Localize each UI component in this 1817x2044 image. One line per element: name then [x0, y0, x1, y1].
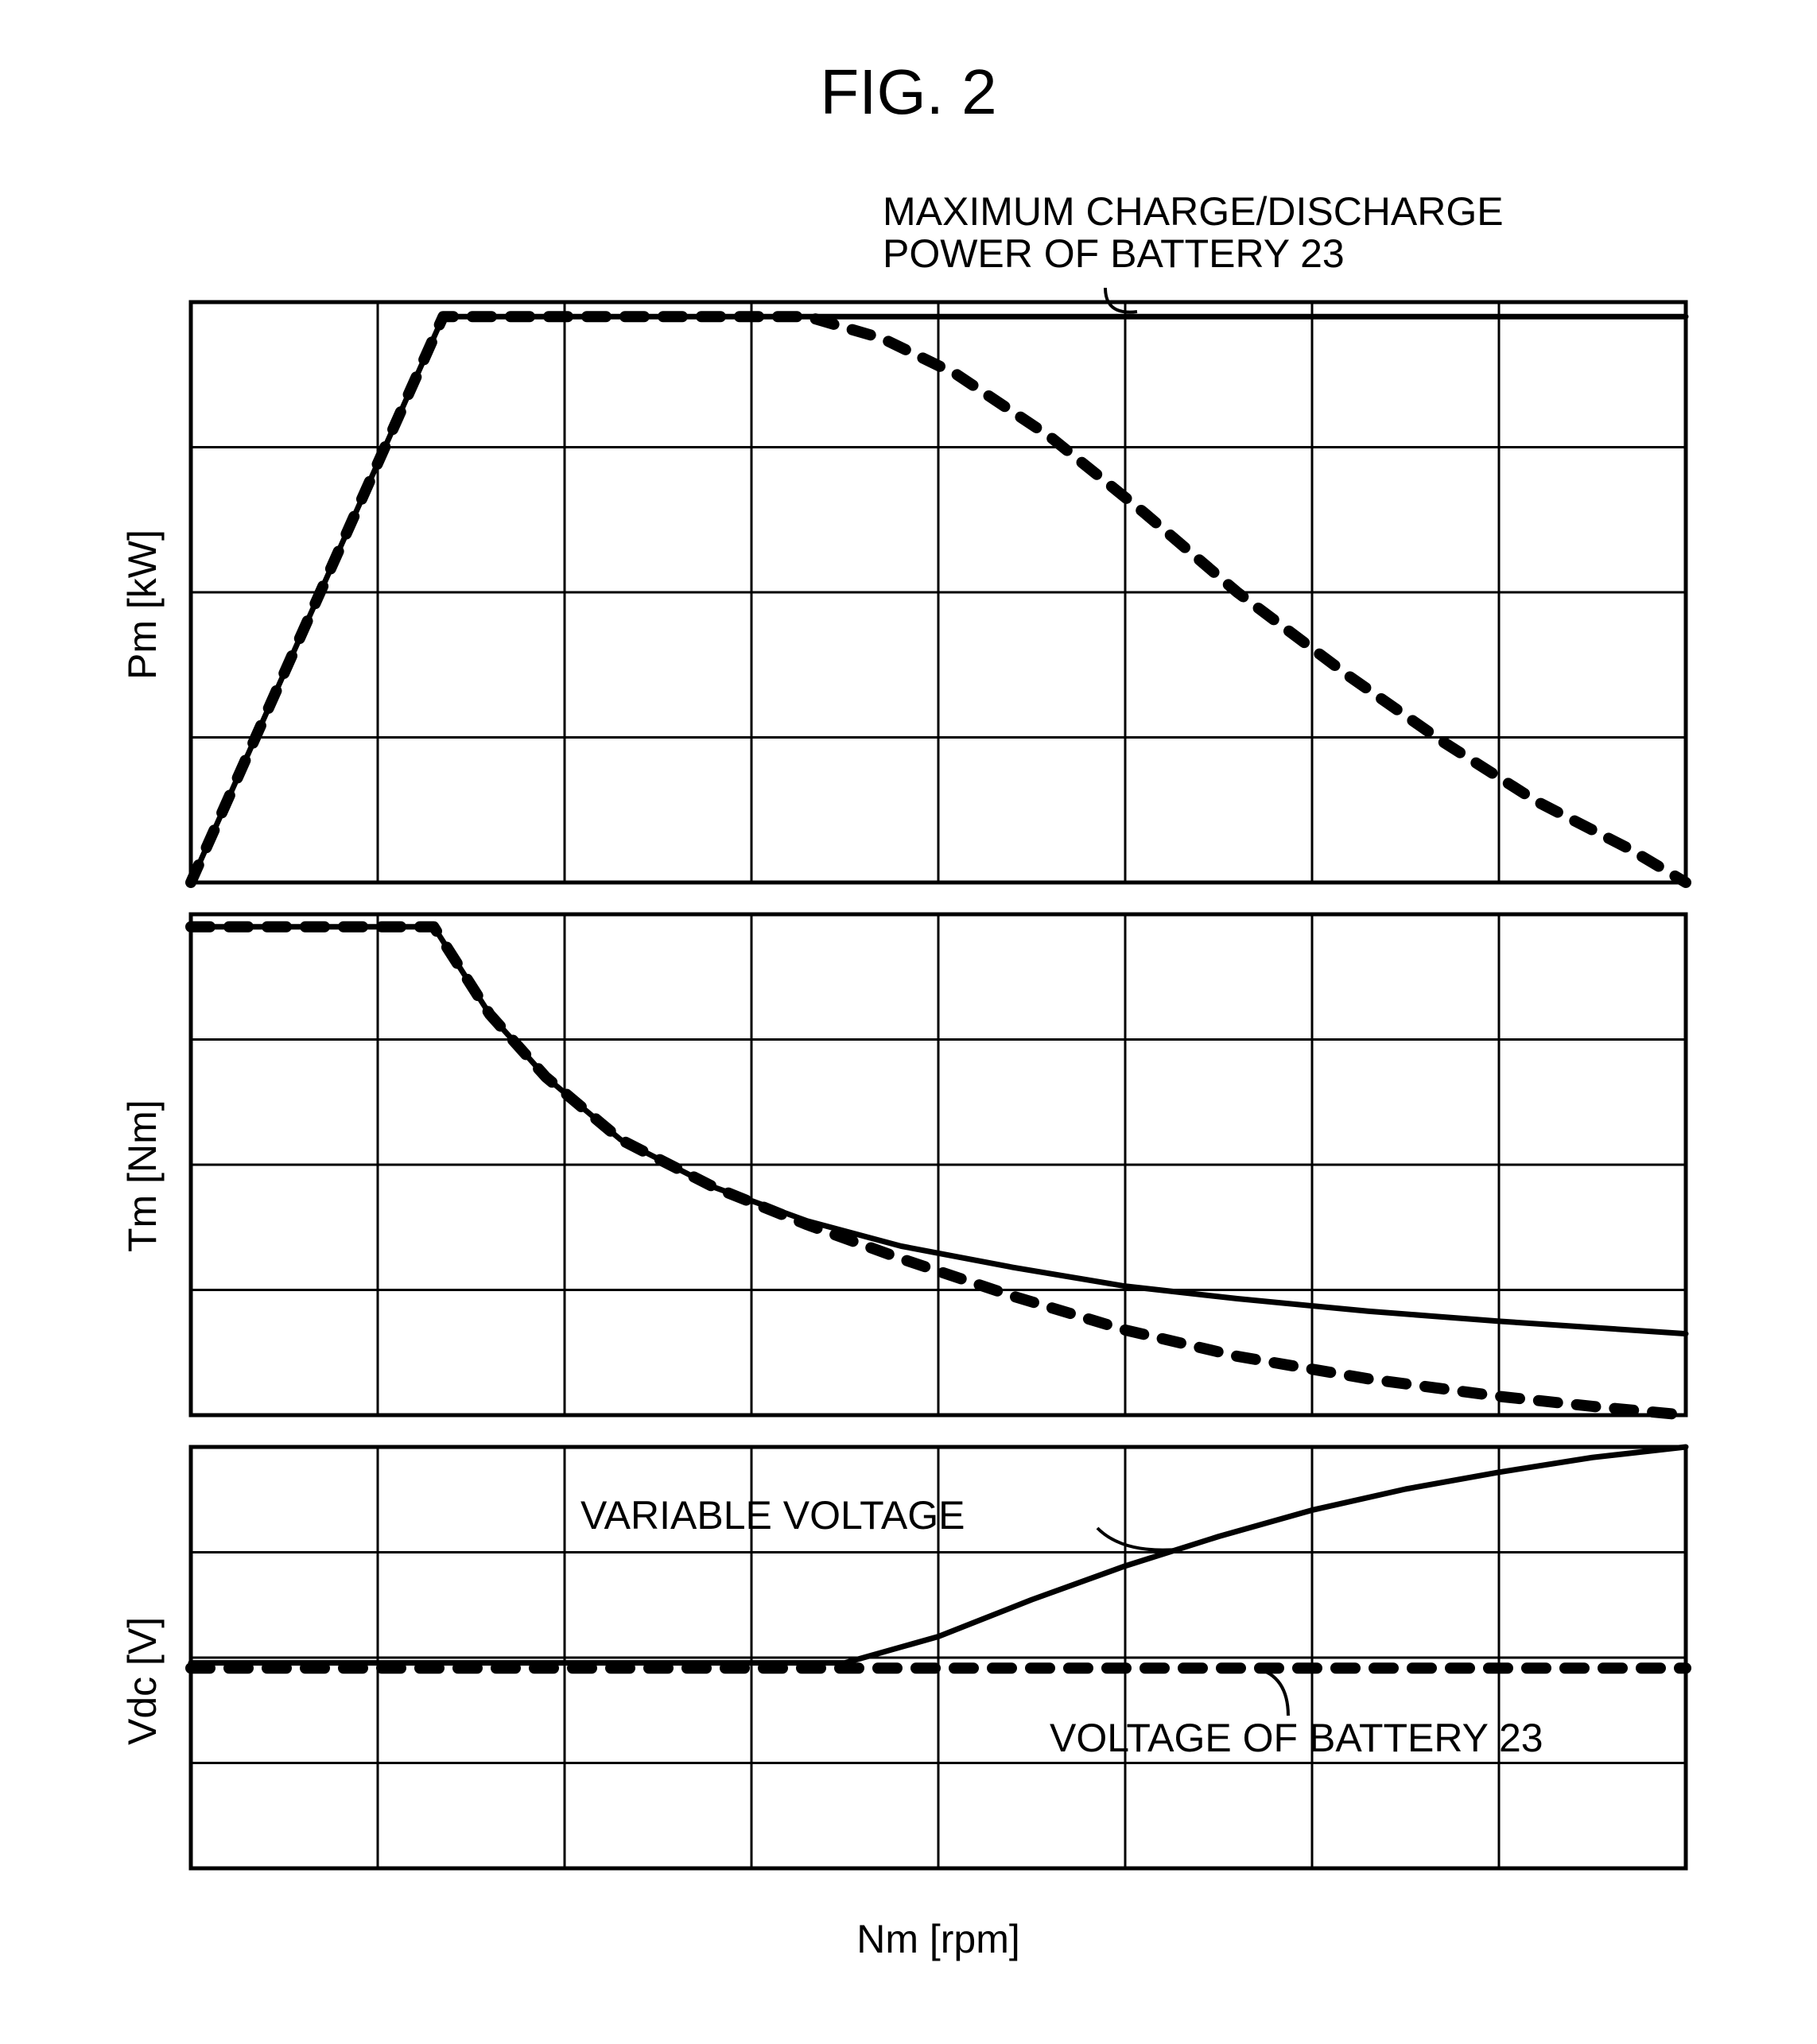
figure-svg — [0, 0, 1817, 2044]
max-power-label: MAXIMUM CHARGE/DISCHARGE POWER OF BATTER… — [883, 191, 1504, 274]
y-axis-label-power: Pm [kW] — [119, 529, 165, 680]
variable-voltage-label: VARIABLE VOLTAGE — [580, 1495, 965, 1537]
variable-voltage-label-leader — [1097, 1528, 1182, 1550]
max-power-label-leader — [1105, 288, 1137, 312]
battery-voltage-label-leader — [1256, 1668, 1289, 1716]
y-axis-label-voltage: Vdc [V] — [119, 1617, 165, 1745]
x-axis-label: Nm [rpm] — [191, 1916, 1686, 1962]
y-axis-label-torque: Tm [Nm] — [119, 1100, 165, 1252]
battery-voltage-label: VOLTAGE OF BATTERY 23 — [1050, 1717, 1543, 1759]
